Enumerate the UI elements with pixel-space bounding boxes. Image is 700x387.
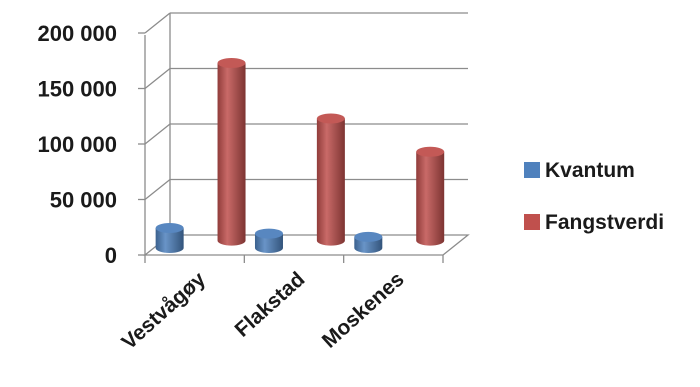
gridline-depth	[144, 178, 171, 201]
x-category-label: Vestvågøy	[117, 267, 210, 354]
bar-body	[217, 63, 246, 246]
y-tick-label: 50 000	[50, 188, 117, 213]
legend-label: Kvantum	[545, 159, 635, 182]
y-tick-label: 100 000	[37, 132, 117, 157]
x-category-label: Flakstad	[231, 268, 310, 342]
y-axis: 0 50 000 100 000 150 000 200 000	[37, 21, 145, 268]
bars	[155, 58, 445, 254]
bar-cap	[354, 231, 383, 242]
legend-label: Fangstverdi	[545, 211, 664, 234]
bar-cap	[217, 58, 246, 68]
bar-body	[155, 228, 184, 254]
y-tick-label: 0	[105, 243, 117, 268]
bar-fangstverdi-1	[316, 113, 345, 246]
bar-fangstverdi-0	[217, 58, 246, 246]
bar-body	[316, 118, 345, 246]
legend-swatch	[524, 214, 540, 230]
bar-body	[254, 233, 283, 254]
bar-kvantum-1	[254, 228, 283, 254]
gridline-depth	[144, 12, 171, 34]
bar-cap	[155, 223, 184, 234]
x-axis: Vestvågøy Flakstad Moskenes	[117, 255, 444, 354]
gridline-depth	[144, 67, 171, 90]
x-category-label: Moskenes	[318, 268, 409, 353]
bar-body	[416, 151, 445, 246]
legend: Kvantum Fangstverdi	[524, 159, 664, 234]
bar-kvantum-0	[155, 223, 184, 254]
bar-kvantum-2	[354, 231, 383, 254]
y-tick-label: 200 000	[37, 21, 117, 46]
bar-cap	[316, 113, 345, 124]
bar-cap	[254, 228, 283, 239]
y-tick-label: 150 000	[37, 77, 117, 102]
legend-swatch	[524, 162, 540, 178]
bar-fangstverdi-2	[416, 146, 445, 246]
bar-cap	[416, 146, 445, 157]
gridline-depth	[144, 123, 171, 145]
